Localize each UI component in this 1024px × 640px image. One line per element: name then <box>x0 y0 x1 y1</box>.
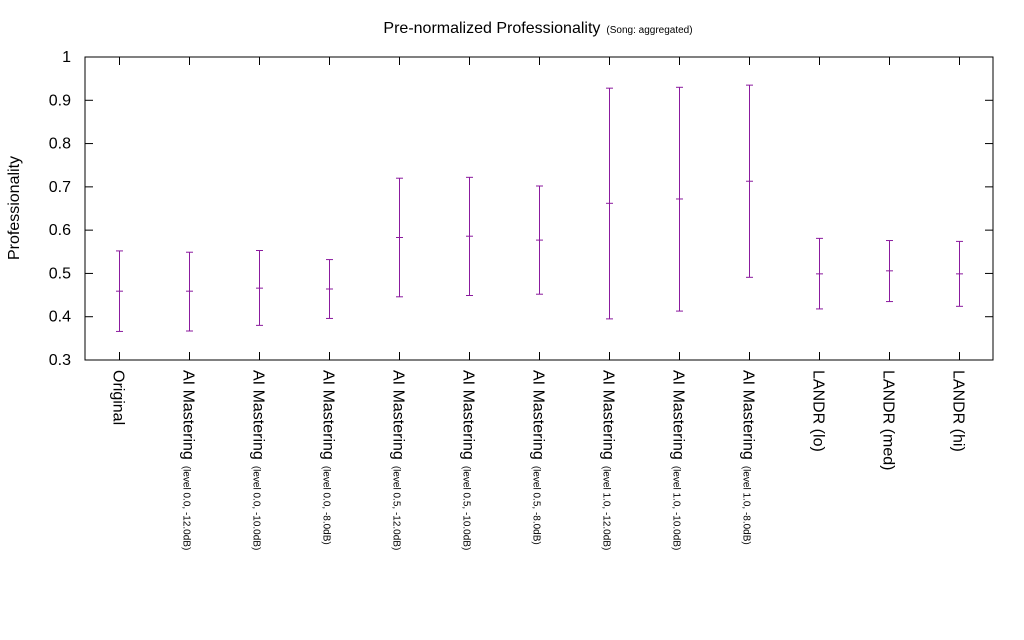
x-tick-label: AI Mastering (level 1.0, -8.0dB) <box>740 370 757 545</box>
x-tick-label-main: AI Mastering <box>530 370 547 460</box>
x-tick-label-main: AI Mastering <box>250 370 267 460</box>
x-tick-label: AI Mastering (level 0.5, -8.0dB) <box>530 370 547 545</box>
x-tick-label-main: AI Mastering <box>600 370 617 460</box>
x-axis-ticks <box>119 57 960 360</box>
x-tick-label-detail: (level 1.0, -12.0dB) <box>601 466 612 551</box>
x-tick-label-main: LANDR (lo) <box>810 370 827 452</box>
x-tick-label: AI Mastering (level 1.0, -12.0dB) <box>600 370 617 550</box>
x-tick-label-detail: (level 0.0, -8.0dB) <box>321 466 332 545</box>
x-tick-label-detail: (level 0.5, -8.0dB) <box>531 466 542 545</box>
x-tick-label-detail: (level 0.5, -10.0dB) <box>461 466 472 551</box>
x-tick-label-main: AI Mastering <box>460 370 477 460</box>
x-tick-label-detail: (level 1.0, -8.0dB) <box>741 466 752 545</box>
error-bar <box>256 249 263 326</box>
x-tick-label: AI Mastering (level 0.5, -12.0dB) <box>390 370 407 550</box>
error-bar <box>676 86 683 312</box>
x-tick-label: AI Mastering (level 0.5, -10.0dB) <box>460 370 477 550</box>
y-tick-label: 0.6 <box>49 222 71 239</box>
error-bar <box>746 84 753 278</box>
error-bar <box>536 185 543 295</box>
y-tick-label: 0.9 <box>49 92 71 109</box>
error-bars <box>116 84 963 332</box>
x-axis-labels: Original AI Mastering (level 0.0, -12.0dB)… <box>110 370 967 550</box>
x-tick-label: LANDR (med) <box>880 370 897 470</box>
x-tick-label-main: AI Mastering <box>670 370 687 460</box>
x-tick-label: AI Mastering (level 0.0, -10.0dB) <box>250 370 267 550</box>
x-tick-label: AI Mastering (level 0.0, -8.0dB) <box>320 370 337 545</box>
error-bar <box>956 240 963 307</box>
y-axis-ticks: 0.3 0.4 0.5 0.6 0.7 0.8 0.9 1 <box>49 49 993 369</box>
x-tick-label-detail: (level 0.5, -12.0dB) <box>391 466 402 551</box>
x-tick-label: AI Mastering (level 0.0, -12.0dB) <box>180 370 197 550</box>
y-tick-label: 0.8 <box>49 136 71 153</box>
y-tick-label: 0.4 <box>49 309 71 326</box>
x-tick-label-main: AI Mastering <box>180 370 197 460</box>
error-bar <box>886 240 893 303</box>
error-bar <box>396 177 403 298</box>
x-tick-label-detail: (level 0.0, -12.0dB) <box>181 466 192 551</box>
y-tick-label: 0.3 <box>49 352 71 369</box>
y-tick-label: 1 <box>62 49 71 66</box>
x-tick-label-main: LANDR (hi) <box>950 370 967 452</box>
error-bar <box>816 237 823 310</box>
error-bar <box>606 87 613 320</box>
x-tick-label-main: Original <box>110 370 127 425</box>
chart-subtitle: (Song: aggregated) <box>606 25 692 36</box>
error-bar <box>116 250 123 332</box>
y-tick-label: 0.7 <box>49 179 71 196</box>
y-axis-label: Professionality <box>6 156 23 260</box>
error-bar <box>326 259 333 319</box>
chart-title: Pre-normalized Professionality <box>383 20 600 37</box>
x-tick-label-main: AI Mastering <box>740 370 757 460</box>
x-tick-label-main: LANDR (med) <box>880 370 897 470</box>
y-tick-label: 0.5 <box>49 265 71 282</box>
x-tick-label: Original <box>110 370 127 425</box>
error-bar <box>466 176 473 297</box>
x-tick-label-main: AI Mastering <box>320 370 337 460</box>
x-tick-label: AI Mastering (level 1.0, -10.0dB) <box>670 370 687 550</box>
error-bar <box>186 251 193 332</box>
chart-title-group: Pre-normalized Professionality (Song: agg… <box>383 20 692 37</box>
x-tick-label-detail: (level 1.0, -10.0dB) <box>671 466 682 551</box>
x-tick-label: LANDR (lo) <box>810 370 827 452</box>
x-tick-label-main: AI Mastering <box>390 370 407 460</box>
x-tick-label-detail: (level 0.0, -10.0dB) <box>251 466 262 551</box>
x-tick-label: LANDR (hi) <box>950 370 967 452</box>
